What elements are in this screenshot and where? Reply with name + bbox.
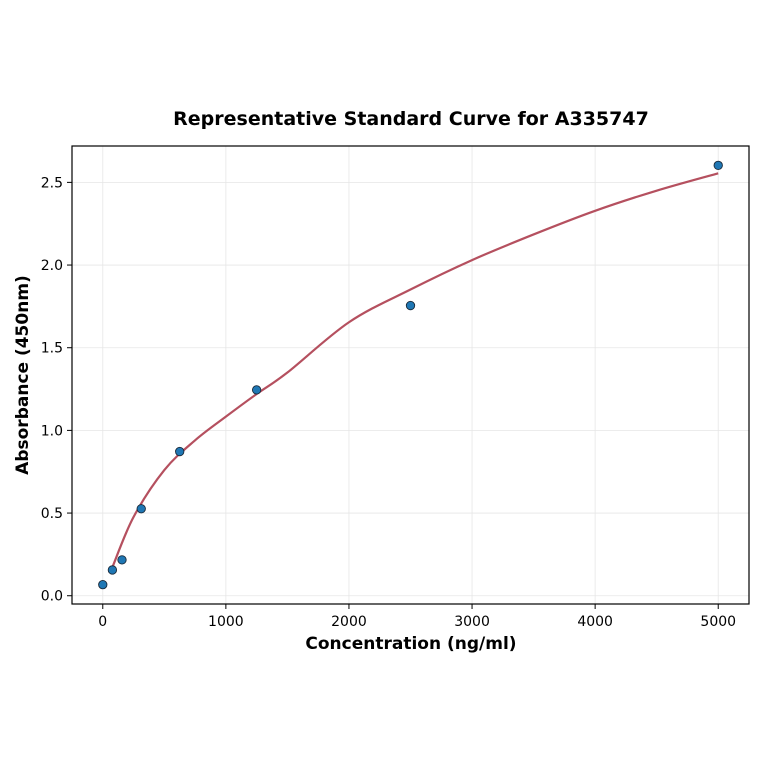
fit-curve (111, 172, 719, 568)
y-tick-label: 0.0 (41, 589, 63, 605)
data-point (713, 160, 723, 170)
x-tick-label: 2000 (331, 614, 367, 630)
data-points (98, 160, 723, 590)
data-point (107, 565, 118, 575)
y-tick-label: 2.0 (41, 258, 63, 274)
x-tick-label: 4000 (577, 614, 613, 630)
chart-title: Representative Standard Curve for A33574… (173, 108, 649, 130)
y-tick-label: 1.5 (41, 341, 63, 357)
data-point (98, 580, 108, 590)
y-tick-label: 1.0 (41, 423, 63, 439)
fit-curve-group (111, 172, 719, 568)
data-point (117, 555, 127, 565)
data-point (136, 504, 146, 514)
x-tick-label: 0 (98, 614, 107, 630)
y-axis-ticks: 0.0 0.5 1.0 1.5 2.0 2.5 (41, 175, 72, 605)
data-point (405, 300, 416, 311)
y-axis-label: Absorbance (450nm) (13, 275, 33, 475)
y-tick-label: 0.5 (41, 506, 63, 522)
x-tick-label: 3000 (454, 614, 490, 630)
x-tick-label: 5000 (700, 614, 736, 630)
x-axis-label: Concentration (ng/ml) (305, 634, 516, 654)
data-point (175, 446, 185, 457)
plot-frame (71, 145, 750, 605)
grid (72, 146, 749, 604)
data-point (251, 385, 262, 395)
x-axis-ticks: 0 1000 2000 3000 4000 5000 (98, 604, 736, 630)
x-tick-label: 1000 (208, 614, 244, 630)
y-tick-label: 2.5 (41, 175, 63, 191)
